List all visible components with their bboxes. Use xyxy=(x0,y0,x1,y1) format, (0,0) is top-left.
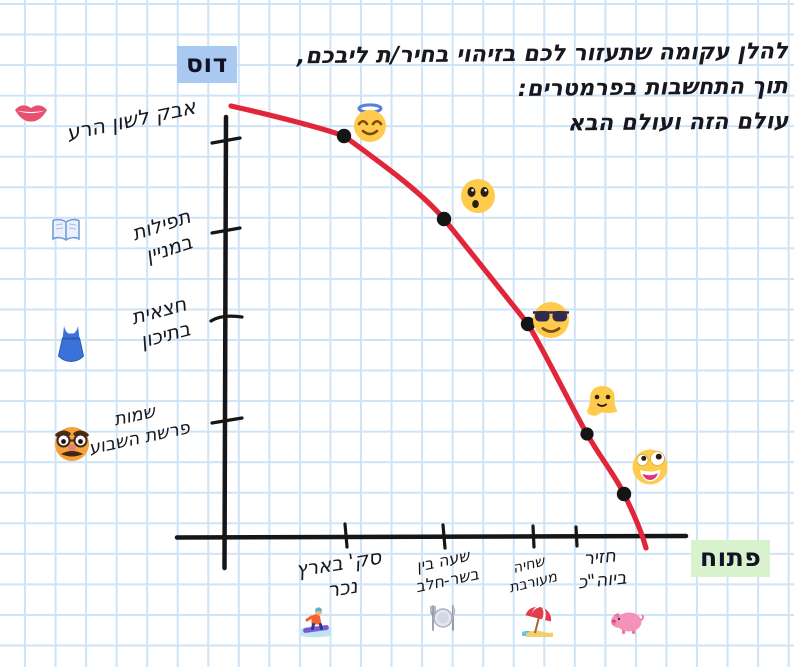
beach-umbrella-emoji xyxy=(520,606,554,638)
kissing-face-emoji xyxy=(459,177,497,215)
fork-knife-plate-emoji xyxy=(429,604,457,632)
data-point-4 xyxy=(580,427,594,441)
y-tick-1 xyxy=(210,136,242,145)
y-tick-2 xyxy=(210,226,242,235)
curve-line xyxy=(228,103,649,551)
x-tick-1 xyxy=(343,522,349,549)
y-tick-3 xyxy=(209,314,244,323)
x-tick-3 xyxy=(531,524,536,549)
snowboarder-emoji xyxy=(299,604,333,638)
x-tick-4 xyxy=(574,525,579,548)
y-tick-4 xyxy=(210,416,244,425)
smiling-face-with-sunglasses-emoji xyxy=(530,299,572,341)
lips-emoji xyxy=(13,101,49,124)
data-point-3 xyxy=(520,316,536,332)
x-axis-line xyxy=(174,533,689,540)
smiling-face-with-halo-emoji xyxy=(350,103,390,143)
blue-dress-emoji xyxy=(56,325,86,363)
y-axis-line xyxy=(222,114,229,571)
caption-line-2: תוך התחשבות בפרמטרים: xyxy=(517,73,789,102)
data-point-1 xyxy=(336,128,352,144)
zany-face-emoji xyxy=(629,446,671,488)
caption-line-1: להלן עקומה שתעזור לכם בזיהוי בחיר/ת ליבכ… xyxy=(296,38,788,70)
pig-emoji xyxy=(611,609,645,636)
x-tick-2 xyxy=(441,523,447,550)
open-book-emoji xyxy=(51,218,81,244)
melting-face-emoji xyxy=(584,384,620,418)
data-point-5 xyxy=(616,486,632,502)
y-axis-title: דוס xyxy=(177,46,237,83)
data-point-2 xyxy=(436,211,452,227)
disguised-face-emoji xyxy=(53,424,91,462)
x-axis-title: פתוח xyxy=(691,540,771,577)
chart-caption: להלן עקומה שתעזור לכם בזיהוי בחיר/ת ליבכ… xyxy=(247,34,789,144)
